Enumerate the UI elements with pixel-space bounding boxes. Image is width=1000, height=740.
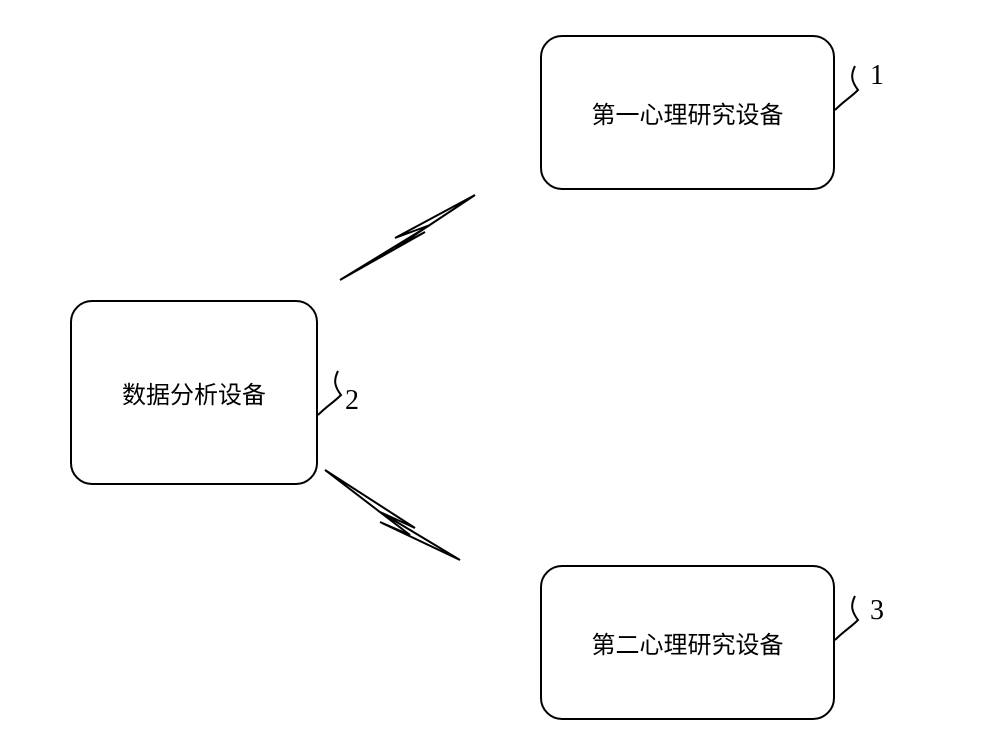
- connector-3: [835, 596, 858, 640]
- node-number-2: 2: [345, 385, 359, 417]
- connector-2: [318, 371, 341, 415]
- diagram-canvas: 第一心理研究设备 1 数据分析设备 2 第二心理研究设备 3: [0, 0, 1000, 740]
- node-label: 第一心理研究设备: [592, 95, 784, 130]
- bolt-icon: [325, 470, 460, 560]
- node-device-1: 第一心理研究设备: [540, 35, 835, 190]
- connector-1: [835, 66, 858, 110]
- node-device-2: 第二心理研究设备: [540, 565, 835, 720]
- node-label: 数据分析设备: [122, 375, 266, 410]
- node-number-3: 3: [870, 595, 884, 627]
- bolt-icon: [340, 195, 475, 280]
- node-label: 第二心理研究设备: [592, 625, 784, 660]
- node-analysis: 数据分析设备: [70, 300, 318, 485]
- node-number-1: 1: [870, 60, 884, 92]
